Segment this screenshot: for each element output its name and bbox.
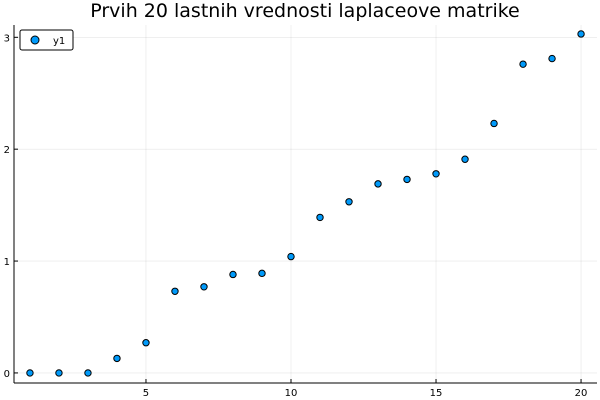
data-point: [316, 213, 324, 222]
data-point: [258, 269, 266, 278]
y-tick-label: 2: [4, 145, 10, 156]
data-point: [113, 354, 121, 363]
data-point: [229, 270, 237, 279]
legend: y1: [19, 29, 74, 51]
data-point: [490, 119, 498, 128]
x-tick-label: 5: [143, 388, 149, 399]
legend-marker: [30, 35, 40, 45]
y-tick-label: 0: [4, 369, 10, 380]
data-point: [548, 54, 556, 63]
chart-title: Prvih 20 lastnih vrednosti laplaceove ma…: [90, 0, 520, 22]
data-point: [432, 170, 440, 178]
data-point: [519, 60, 527, 68]
data-point: [26, 369, 34, 377]
data-point: [171, 287, 179, 295]
data-point: [461, 155, 469, 163]
data-point: [345, 198, 353, 206]
tick-labels: 5 10 15 20 0 1 2 3: [4, 33, 588, 399]
x-tick-label: 10: [285, 388, 298, 399]
data-point: [577, 30, 585, 38]
legend-label: y1: [53, 36, 65, 47]
data-point: [55, 369, 63, 377]
data-point: [287, 252, 295, 261]
legend-box: [19, 29, 74, 51]
x-tick-label: 20: [575, 388, 588, 399]
data-point: [200, 283, 208, 291]
data-point: [84, 369, 92, 377]
data-point: [403, 175, 411, 184]
data-point: [374, 180, 382, 188]
y-tick-label: 1: [4, 257, 10, 268]
y-tick-label: 3: [4, 33, 10, 44]
axes: [13, 25, 597, 384]
data-points: [26, 30, 585, 377]
x-tick-label: 15: [430, 388, 443, 399]
grid: [14, 25, 597, 383]
data-point: [142, 339, 150, 347]
